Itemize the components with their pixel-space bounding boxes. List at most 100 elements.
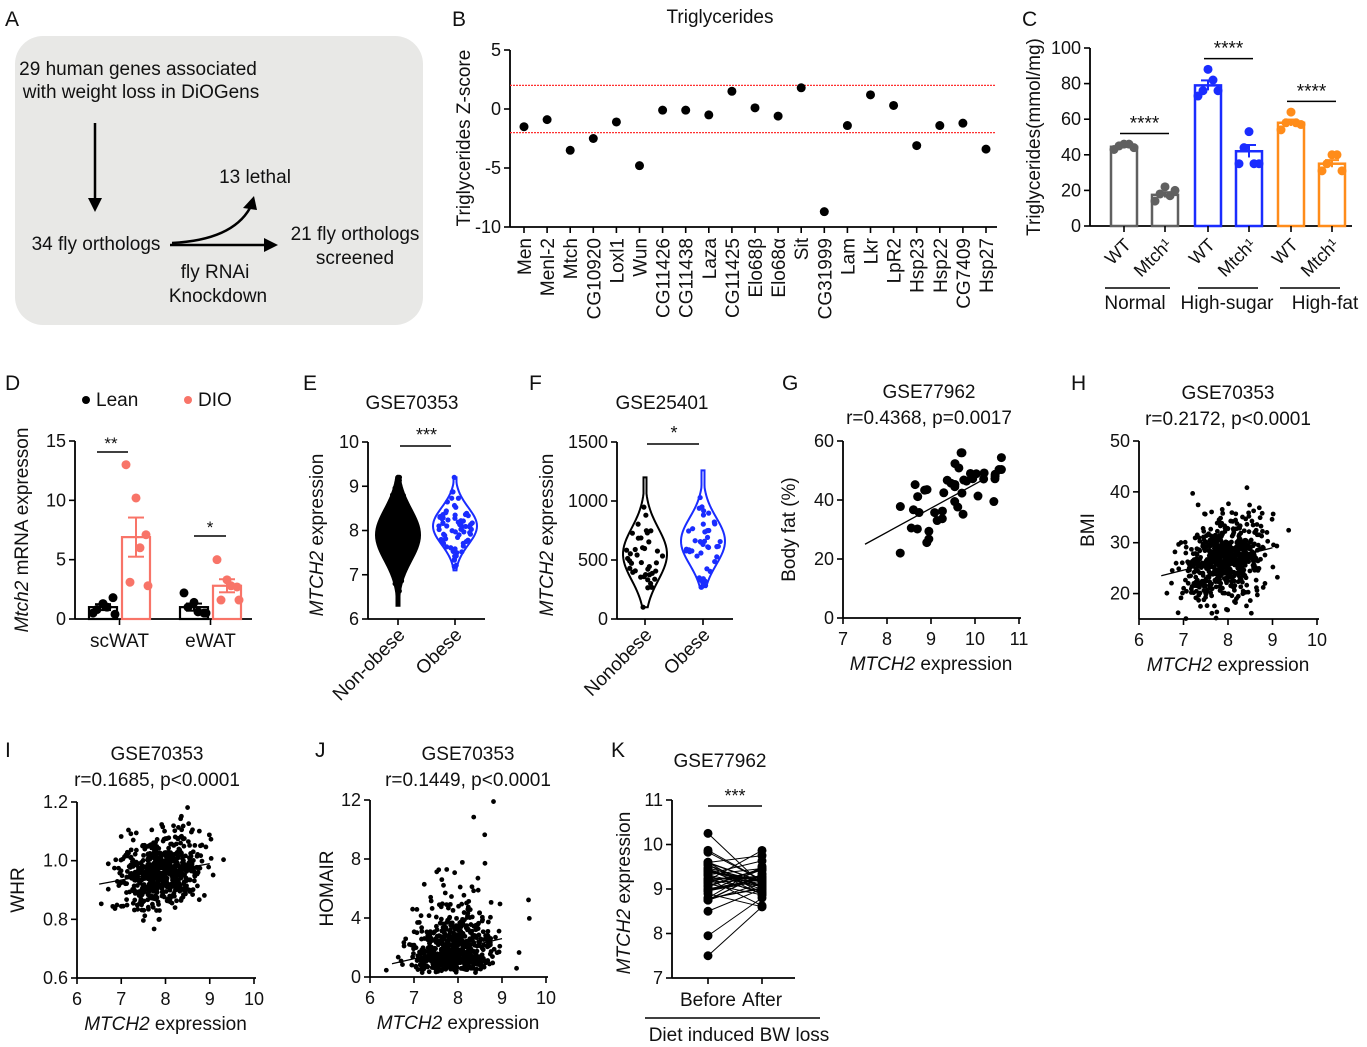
data-point <box>705 544 712 551</box>
data-point <box>164 879 169 884</box>
data-point <box>172 857 178 862</box>
data-point <box>446 937 452 943</box>
data-point <box>206 832 212 838</box>
y-tick-label: 0 <box>824 608 834 628</box>
data-point <box>411 946 416 952</box>
data-point <box>414 906 420 912</box>
data-point <box>150 904 156 910</box>
data-point <box>447 901 453 907</box>
data-point <box>1207 544 1213 549</box>
data-point <box>475 921 481 927</box>
data-point <box>703 893 713 903</box>
x-tick-label: 7 <box>116 989 126 1009</box>
data-point <box>481 956 486 961</box>
data-point <box>380 534 386 540</box>
data-point <box>1244 582 1250 588</box>
data-point <box>135 543 145 553</box>
data-point <box>1235 551 1240 557</box>
data-point <box>433 914 439 920</box>
data-point <box>146 865 152 871</box>
data-point <box>183 602 193 612</box>
data-point <box>414 958 420 963</box>
data-point <box>627 565 633 571</box>
label-rest: expression <box>915 654 1012 675</box>
data-point <box>694 553 700 559</box>
data-point <box>922 538 932 548</box>
data-point <box>1218 533 1224 539</box>
data-point <box>166 845 171 851</box>
data-point <box>1203 558 1209 564</box>
data-point <box>445 905 451 911</box>
data-point <box>453 957 458 963</box>
data-point <box>937 506 947 516</box>
data-point <box>162 864 168 869</box>
data-point <box>1246 513 1252 519</box>
data-point <box>1197 538 1203 544</box>
data-point <box>1332 150 1342 160</box>
data-point <box>146 906 151 912</box>
data-point <box>173 864 178 870</box>
significance-stars: ** <box>104 434 118 453</box>
significance-stars: * <box>670 423 677 443</box>
data-point <box>444 523 450 529</box>
data-point <box>1217 588 1223 593</box>
data-point <box>445 517 451 523</box>
data-point <box>167 882 173 888</box>
data-point <box>440 520 446 526</box>
data-point <box>120 856 126 862</box>
data-point <box>703 882 713 892</box>
data-point <box>717 538 723 545</box>
x-tick-label: CG7409 <box>954 238 975 309</box>
data-point <box>451 557 457 563</box>
correlation-stats: r=0.4368, p=0.0017 <box>846 408 1012 429</box>
data-point <box>910 480 920 490</box>
x-tick-label: 11 <box>1010 629 1029 649</box>
data-point <box>1286 527 1292 533</box>
data-point <box>139 907 145 913</box>
x-tick-label: Obese <box>660 625 714 679</box>
panel-label: F <box>529 372 542 395</box>
data-point <box>149 886 155 892</box>
data-point <box>433 940 439 945</box>
data-point <box>392 497 399 503</box>
data-point <box>1260 528 1265 534</box>
x-tick-label: 9 <box>205 989 215 1009</box>
data-point <box>1247 539 1253 545</box>
data-point <box>1209 586 1215 592</box>
data-point <box>201 608 211 618</box>
data-point <box>133 847 139 853</box>
y-tick-label: 0 <box>56 609 66 629</box>
x-tick-label: Sit <box>792 237 813 260</box>
data-point <box>1160 182 1170 192</box>
data-point <box>153 867 159 873</box>
data-point <box>386 540 392 546</box>
chart-title: Triglycerides <box>667 7 774 28</box>
data-point <box>444 951 450 956</box>
data-point <box>452 512 458 518</box>
data-point <box>1197 590 1203 596</box>
data-point <box>110 609 120 619</box>
data-point <box>127 865 133 870</box>
gene-name: MTCH2 <box>850 654 916 675</box>
data-point <box>444 867 450 872</box>
data-point <box>176 825 181 830</box>
data-point <box>401 557 408 563</box>
data-point <box>704 528 710 534</box>
data-point <box>658 105 668 115</box>
data-point <box>757 863 767 873</box>
data-point <box>469 520 475 526</box>
data-point <box>1247 598 1253 603</box>
data-point <box>627 551 633 557</box>
data-point <box>141 888 147 894</box>
data-point <box>141 852 146 858</box>
data-point <box>157 865 163 871</box>
data-point <box>1219 507 1225 512</box>
data-point <box>172 879 178 885</box>
data-point <box>1240 591 1246 597</box>
data-point <box>459 549 465 555</box>
data-point <box>415 920 420 925</box>
data-point <box>143 581 153 591</box>
diagram-text: 21 fly orthologs <box>291 224 420 245</box>
data-point <box>137 889 142 894</box>
y-tick-label: 40 <box>814 490 834 510</box>
